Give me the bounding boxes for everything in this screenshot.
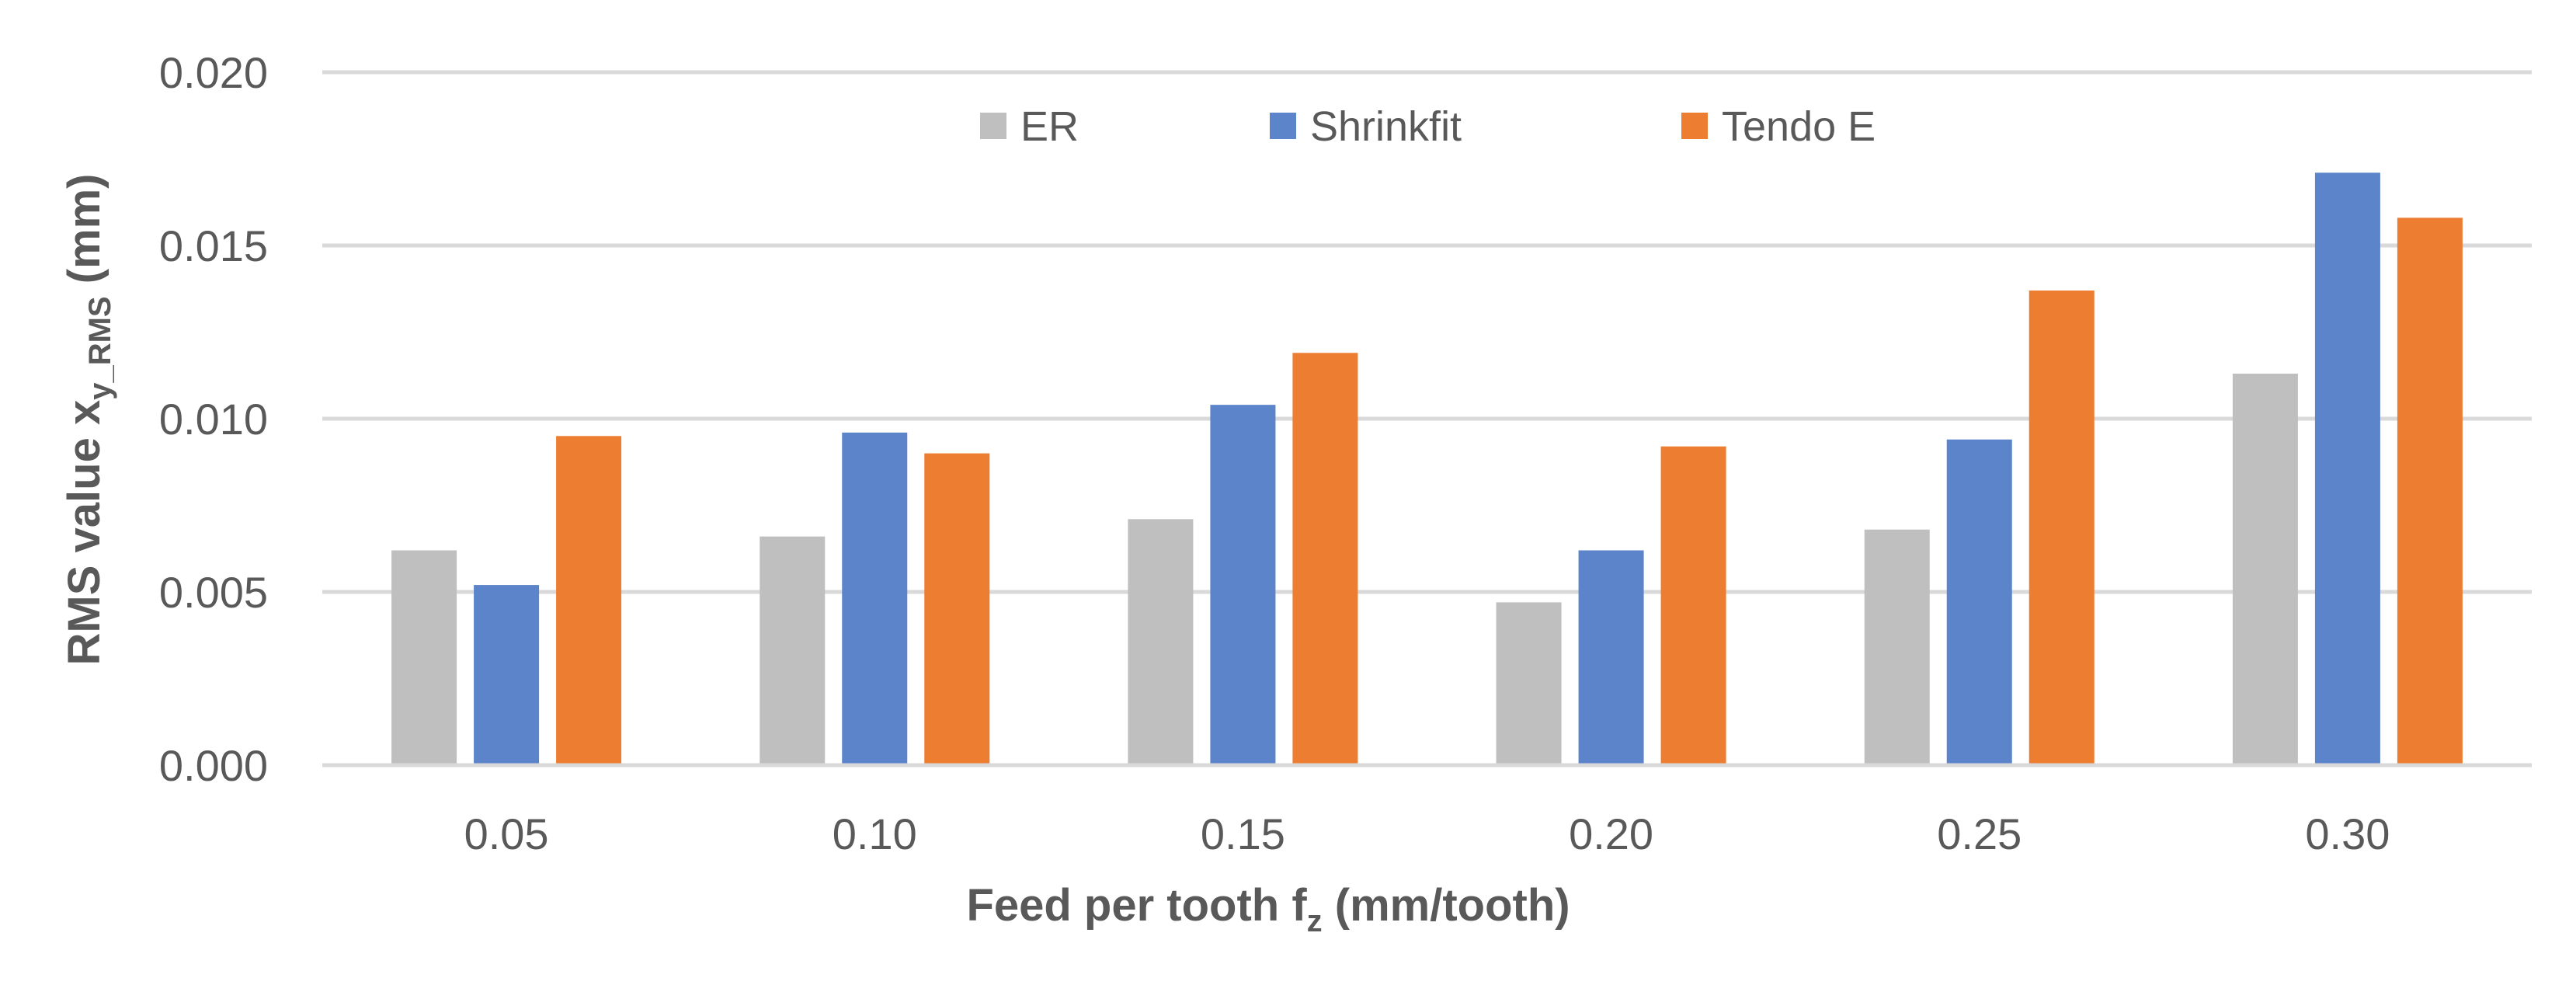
bar-shrinkfit [842, 432, 908, 765]
bar-tendo-e [2397, 218, 2463, 765]
y-tick-label: 0.005 [159, 568, 268, 617]
x-tick-label: 0.20 [1569, 809, 1653, 858]
bars [322, 172, 2532, 767]
bar-tendo-e [1660, 446, 1726, 765]
bar-er [1496, 602, 1562, 765]
y-axis-title-unit: (mm) [59, 174, 110, 297]
bar-er [760, 536, 826, 765]
bar-tendo-e [924, 453, 990, 765]
x-axis-title: Feed per tooth fz (mm/tooth) [966, 880, 1570, 938]
bar-er [391, 550, 457, 765]
bar-tendo-e [2028, 290, 2095, 766]
legend-label: ER [1020, 103, 1079, 150]
legend: ER Shrinkfit Tendo E [980, 103, 1876, 150]
legend-label: Tendo E [1722, 103, 1876, 150]
gridlines [322, 70, 2532, 767]
legend-swatch-tendo-e [1681, 113, 1708, 139]
y-tick-label: 0.020 [159, 48, 268, 97]
bar-shrinkfit [1946, 439, 2012, 765]
y-tick-label: 0.010 [159, 395, 268, 444]
x-axis-title-unit: (mm/tooth) [1323, 880, 1570, 931]
bar-er [1128, 519, 1194, 765]
x-tick-label: 0.30 [2305, 809, 2390, 858]
y-axis-title: RMS value xy_RMS (mm) [59, 174, 117, 666]
bar-shrinkfit [474, 585, 540, 765]
bar-er [2232, 374, 2298, 765]
bar-shrinkfit [2314, 172, 2380, 766]
y-tick-label: 0.015 [159, 221, 268, 270]
x-tick-label: 0.25 [1937, 809, 2022, 858]
legend-swatch-er [980, 113, 1006, 139]
bar-shrinkfit [1578, 550, 1644, 765]
bar-tendo-e [1292, 353, 1358, 765]
x-tick-label: 0.10 [833, 809, 917, 858]
y-tick-label: 0.000 [159, 741, 268, 790]
y-axis-ticks: 0.000 0.005 0.010 0.015 0.020 [159, 48, 268, 790]
bar-tendo-e [556, 436, 622, 765]
x-axis-title-main: Feed per tooth f [966, 880, 1307, 931]
bar-er [1864, 529, 1930, 765]
x-tick-label: 0.15 [1201, 809, 1285, 858]
bar-shrinkfit [1210, 405, 1276, 765]
x-axis-title-subscript: z [1307, 904, 1323, 938]
y-axis-title-subscript: y_RMS [83, 296, 117, 399]
legend-swatch-shrinkfit [1270, 113, 1296, 139]
x-axis-ticks: 0.05 0.10 0.15 0.20 0.25 0.30 [464, 809, 2390, 858]
y-axis-title-main: RMS value x [59, 400, 110, 666]
x-tick-label: 0.05 [464, 809, 549, 858]
legend-label: Shrinkfit [1310, 103, 1462, 150]
